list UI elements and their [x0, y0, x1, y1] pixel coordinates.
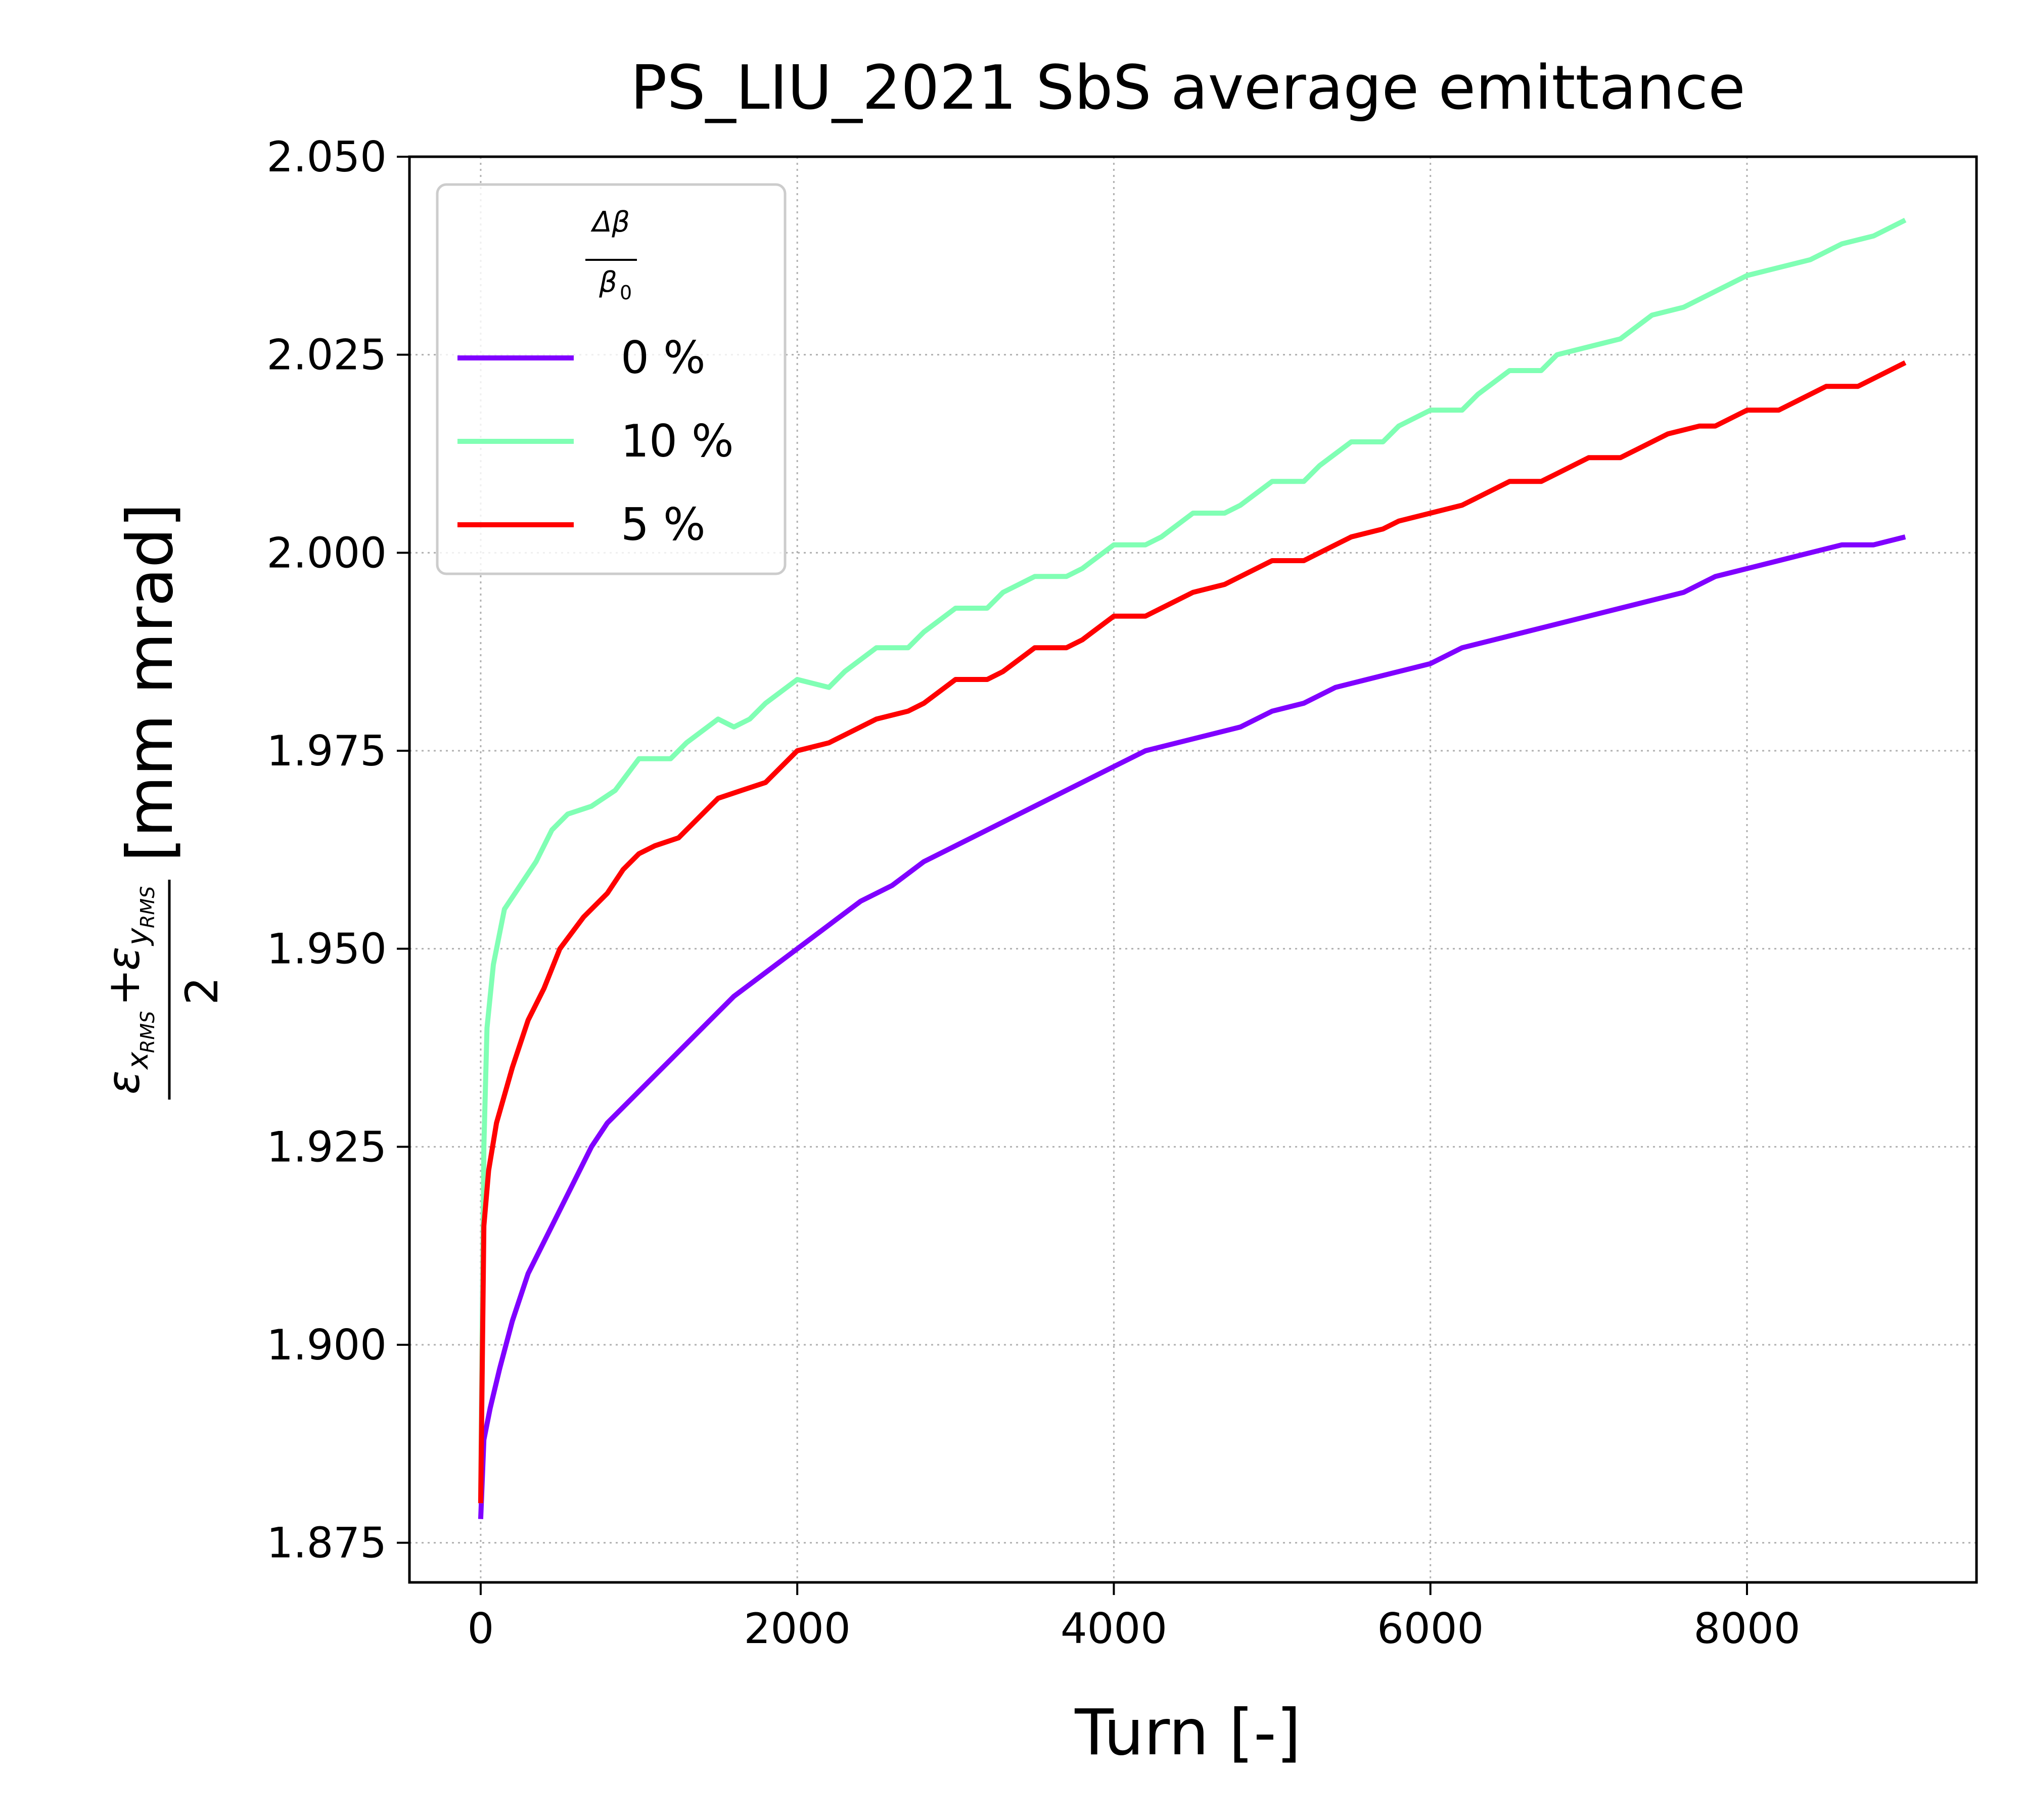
y-label-denominator: 2: [176, 977, 228, 1005]
legend-label: 5 %: [621, 498, 706, 551]
legend: Δβ β 0 0 % 10 % 5 %: [436, 183, 787, 575]
axis-ticks: 0 2000 4000 6000 8000 1.875 1.900 1.925 1.950 1.9…: [266, 132, 1800, 1653]
y-tick-label: 2.050: [266, 132, 387, 181]
y-label-sub-rms-x: RMS: [136, 1011, 159, 1053]
y-label-epsilon-x: ε: [98, 1070, 150, 1095]
y-tick-label: 2.000: [266, 528, 387, 577]
y-label-sub-x: x: [120, 1052, 155, 1070]
legend-label: 10 %: [621, 415, 734, 467]
x-tick-label: 6000: [1377, 1604, 1484, 1653]
legend-title: Δβ β 0: [585, 206, 637, 304]
legend-entries: 0 % 10 % 5 %: [457, 332, 734, 551]
y-label-epsilon-y: ε: [98, 946, 150, 971]
x-tick-label: 4000: [1061, 1604, 1167, 1653]
legend-label: 0 %: [621, 332, 706, 384]
series-line: [478, 534, 1906, 1519]
y-label-sub-y: y: [120, 928, 155, 946]
legend-title-denominator: β: [599, 266, 617, 299]
legend-box: [436, 183, 787, 575]
series-line: [478, 217, 1907, 1504]
y-tick-label: 2.025: [266, 331, 387, 380]
y-label-sub-rms-y: RMS: [136, 886, 159, 928]
y-tick-label: 1.900: [266, 1321, 387, 1370]
x-axis-label: Turn [-]: [1074, 1696, 1301, 1769]
y-label-unit: [mm mrad]: [114, 503, 187, 862]
y-label-plus: +: [98, 969, 150, 1006]
x-tick-label: 2000: [744, 1604, 851, 1653]
y-tick-label: 1.950: [266, 925, 387, 974]
chart-title: PS_LIU_2021 SbS average emittance: [630, 53, 1745, 123]
y-tick-label: 1.875: [266, 1519, 387, 1568]
series-lines: [478, 217, 1907, 1519]
legend-title-numerator: Δβ: [590, 206, 630, 239]
y-tick-label: 1.925: [266, 1122, 387, 1171]
x-tick-label: 0: [468, 1604, 494, 1653]
plot-area-frame: [408, 155, 1978, 1584]
x-tick-label: 8000: [1693, 1604, 1800, 1653]
legend-title-denominator-sub: 0: [620, 282, 632, 304]
y-tick-label: 1.975: [266, 726, 387, 776]
y-axis-label-fraction: ε x RMS + ε y RMS 2: [98, 880, 228, 1100]
series-line: [478, 360, 1907, 1504]
y-axis-label: ε x RMS + ε y RMS 2 [mm mrad]: [98, 503, 228, 1100]
